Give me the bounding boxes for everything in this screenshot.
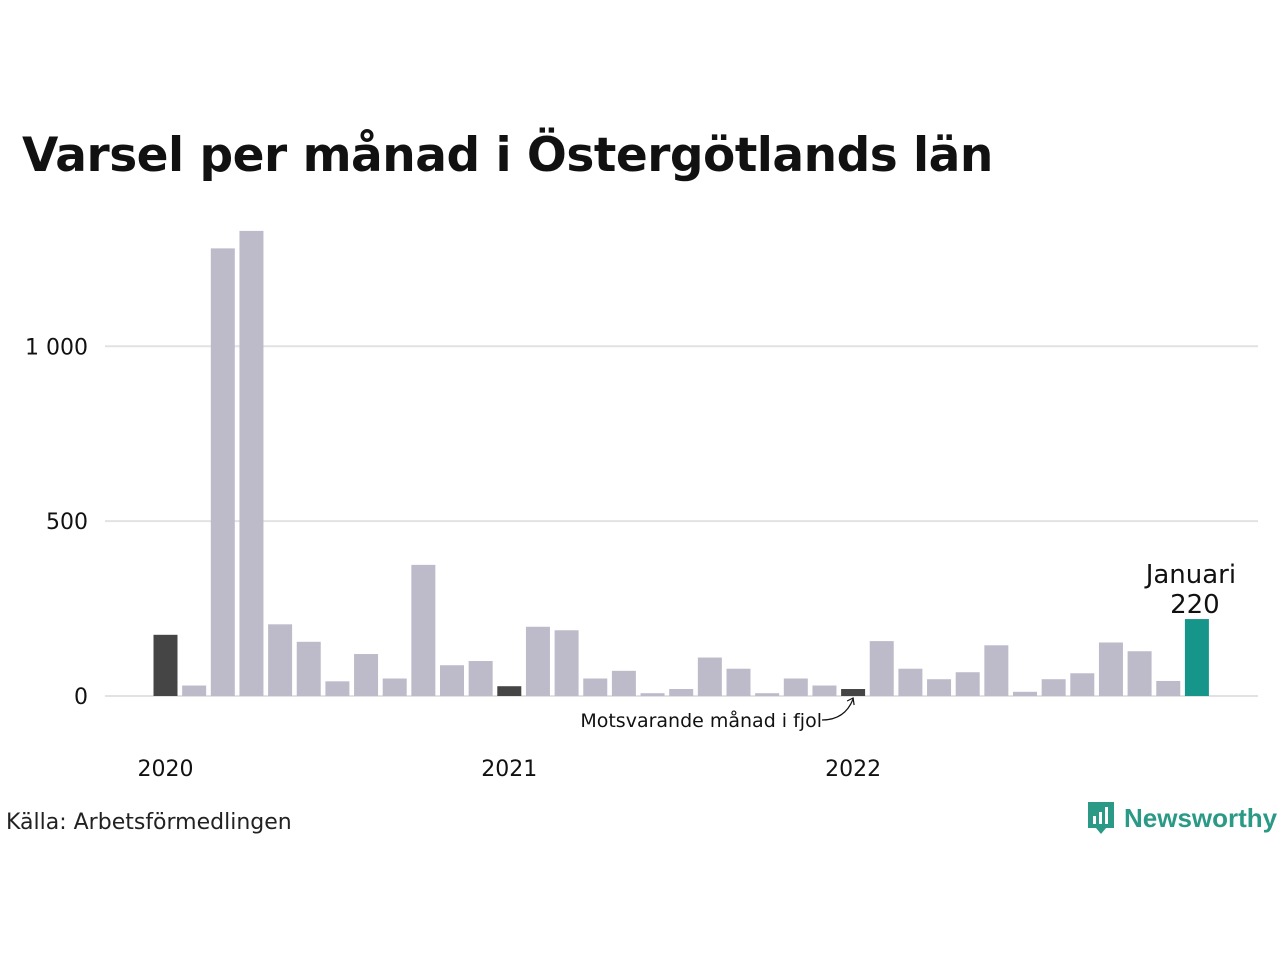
bar-2021-02	[525, 626, 550, 696]
current-month-label: Januari	[1144, 560, 1236, 590]
bar-2022-10	[1098, 642, 1123, 696]
bar-2021-05	[611, 670, 636, 696]
bar-2020-05	[268, 624, 293, 696]
chart-title: Varsel per månad i Östergötlands län	[22, 128, 993, 183]
brand-name: Newsworthy	[1124, 802, 1278, 833]
bar-2021-11	[783, 678, 808, 696]
bar-2020-10	[411, 564, 436, 696]
bar-2022-12	[1156, 680, 1181, 696]
bars	[153, 230, 1209, 697]
y-tick-label: 1 000	[25, 335, 88, 360]
bar-2020-11	[440, 665, 464, 696]
bar-2021-04	[583, 678, 608, 696]
brand-logo: Newsworthy	[1086, 800, 1277, 836]
bar-2021-06	[640, 693, 665, 696]
current-value-label: 220	[1170, 590, 1220, 620]
bar-2020-12	[468, 661, 493, 696]
y-tick-label: 0	[74, 685, 88, 710]
bar-2020-06	[296, 641, 321, 696]
bar-2021-03	[554, 630, 579, 696]
bar-2022-05	[955, 672, 980, 696]
bar-2020-04	[239, 230, 264, 697]
bar-2020-01	[153, 634, 178, 696]
bar-2022-01	[841, 689, 866, 696]
y-tick-label: 500	[46, 510, 88, 535]
bar-2021-07	[669, 689, 694, 696]
newsworthy-logo-icon	[1088, 802, 1114, 834]
bar-2020-03	[210, 248, 235, 696]
bar-2020-07	[325, 681, 350, 696]
bar-2022-11	[1127, 651, 1152, 696]
bar-2021-08	[697, 657, 722, 696]
bar-2022-07	[1013, 691, 1037, 696]
bar-2022-02	[869, 641, 894, 696]
bar-2022-06	[984, 645, 1009, 696]
bar-2021-09	[726, 668, 751, 696]
bar-2020-02	[182, 685, 207, 696]
bar-2021-10	[755, 693, 780, 696]
bar-2022-03	[898, 668, 923, 696]
bar-2022-09	[1070, 673, 1095, 696]
arrowhead-icon	[846, 697, 855, 706]
x-tick-label: 2021	[481, 757, 537, 782]
bar-2022-04	[927, 679, 952, 696]
previous-year-arrow	[821, 698, 854, 721]
bar-2020-09	[382, 678, 407, 696]
bar-2021-01	[497, 686, 522, 696]
annotations: Januari 220 Motsvarande månad i fjol	[580, 560, 1236, 732]
bar-2020-08	[354, 654, 379, 696]
previous-year-label: Motsvarande månad i fjol	[580, 709, 822, 732]
y-axis: 0 500 1 000	[25, 335, 88, 710]
source-note: Källa: Arbetsförmedlingen	[6, 810, 292, 835]
bar-2022-08	[1041, 679, 1066, 696]
x-tick-label: 2020	[138, 757, 194, 782]
bar-2021-12	[812, 685, 837, 696]
x-tick-label: 2022	[825, 757, 881, 782]
bar-2023-01	[1184, 619, 1209, 696]
x-axis: 2020 2021 2022	[138, 757, 882, 782]
